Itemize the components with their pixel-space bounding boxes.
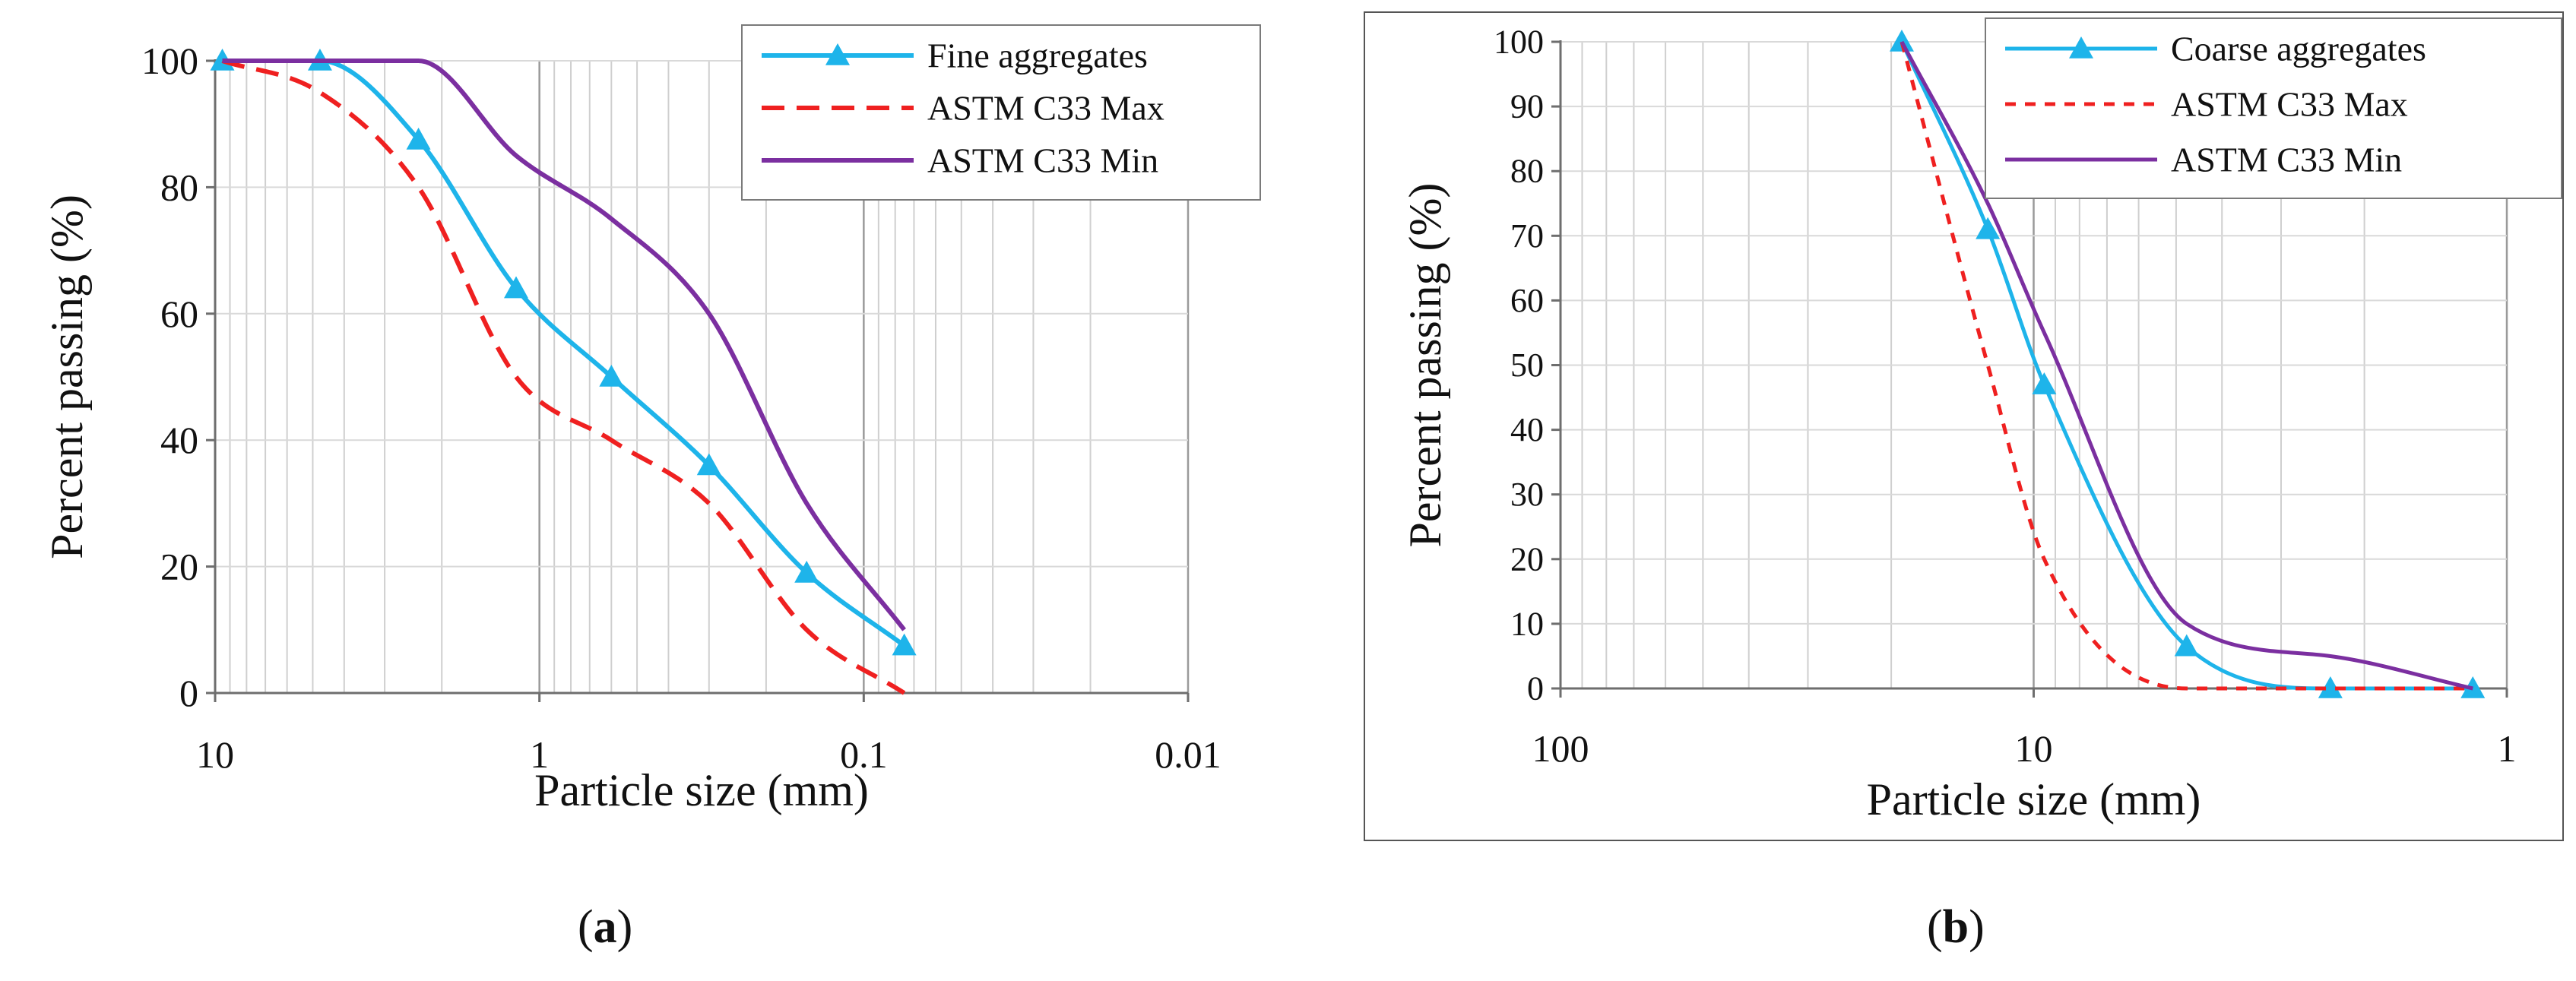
caption-a-label: a: [593, 901, 617, 953]
x-tick-label: 1: [2498, 727, 2517, 770]
y-tick-label: 30: [1510, 476, 1544, 513]
series-line: [222, 58, 906, 631]
x-axis-label-b: Particle size (mm): [1867, 774, 2201, 824]
y-tick-label: 80: [1510, 153, 1544, 190]
caption-a: (a): [578, 901, 633, 953]
legend-b: Coarse aggregates ASTM C33 Max ASTM C33 Mi…: [1985, 17, 2562, 199]
series-line: [221, 59, 906, 695]
legend-label: ASTM C33 Min: [927, 141, 1158, 180]
y-tick-label: 0: [179, 672, 198, 714]
y-tick-label: 80: [160, 166, 198, 208]
y-tick-label: 10: [1510, 605, 1544, 642]
data-point-marker: [1976, 217, 2001, 239]
caption-b-label: b: [1942, 901, 1969, 953]
series-a-2: [222, 58, 906, 631]
x-tick-label: 1: [530, 733, 549, 776]
chart-panel-b: 0 10 20 30 40 50 60 70 80 90 100 100 10 1 Particle siz…: [1364, 11, 2564, 841]
data-point-marker: [2032, 372, 2057, 394]
series-line: [222, 58, 906, 648]
data-point-marker: [794, 560, 819, 583]
y-axis-label-b: Percent passing (%): [1400, 183, 1450, 548]
data-point-marker: [503, 276, 528, 299]
caption-b: (b): [1927, 901, 1985, 953]
y-tick-label: 100: [1494, 24, 1544, 61]
series-b-2: [1900, 40, 2473, 691]
x-tick-label: 0.1: [840, 733, 888, 776]
data-point-marker: [1889, 30, 1914, 52]
y-tick-label: 70: [1510, 217, 1544, 255]
y-tick-label: 40: [1510, 411, 1544, 448]
x-tick-label: 10: [2015, 727, 2053, 770]
y-tick-label: 100: [141, 40, 198, 82]
legend-a: Fine aggregates ASTM C33 Max ASTM C33 Min: [741, 24, 1261, 201]
data-point-marker: [2318, 676, 2343, 698]
y-tick-label: 90: [1510, 88, 1544, 125]
x-tick-label: 0.01: [1155, 733, 1221, 776]
data-point-marker: [696, 453, 721, 476]
chart-panel-a: 0 20 40 60 80 100 10 1 0.1 0.01 Particle size (mm)…: [42, 24, 1261, 815]
legend-label: Coarse aggregates: [2171, 30, 2426, 68]
series-b-0: [1889, 30, 2486, 698]
y-tick-label: 0: [1527, 670, 1544, 707]
x-tick-label: 100: [1532, 727, 1589, 770]
y-tick-label: 20: [1510, 540, 1544, 578]
series-b-1: [1900, 41, 2473, 691]
series-a-1: [221, 59, 906, 695]
x-tick-label: 10: [196, 733, 234, 776]
series-line: [1900, 41, 2473, 691]
y-tick-label: 50: [1510, 347, 1544, 384]
x-axis-label-a: Particle size (mm): [534, 765, 869, 815]
data-point-marker: [892, 633, 917, 656]
data-point-marker: [2174, 634, 2199, 657]
data-point-marker: [599, 365, 624, 387]
legend-label: ASTM C33 Max: [2171, 85, 2408, 124]
y-axis-label-a: Percent passing (%): [42, 195, 92, 559]
legend-marker: [825, 43, 850, 65]
data-point-marker: [406, 128, 431, 150]
series-a-0: [210, 49, 917, 656]
y-tick-label: 20: [160, 546, 198, 588]
legend-label: ASTM C33 Max: [927, 89, 1164, 128]
legend-label: ASTM C33 Min: [2171, 141, 2402, 179]
legend-marker: [2069, 36, 2093, 59]
chart-frame-b: [1364, 11, 2564, 841]
y-tick-label: 60: [1510, 282, 1544, 319]
y-tick-label: 40: [160, 419, 198, 461]
y-tick-label: 60: [160, 293, 198, 335]
series-line: [1900, 40, 2473, 691]
legend-label: Fine aggregates: [927, 36, 1148, 75]
